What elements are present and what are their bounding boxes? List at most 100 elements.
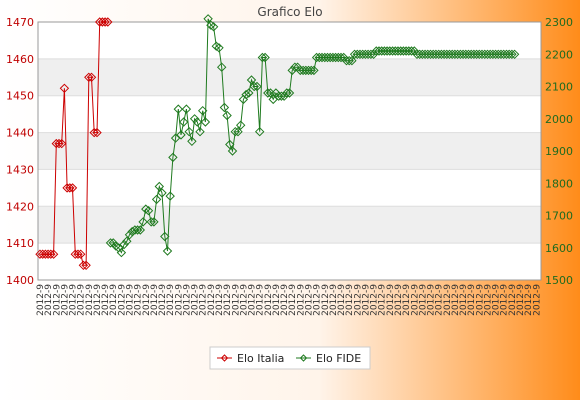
legend: Elo Italia Elo FIDE [209, 346, 371, 370]
data-point-fide [203, 14, 213, 24]
x-tick-label: 2012-9 [443, 284, 453, 316]
x-tick-label: 2012-9 [418, 284, 428, 316]
data-point-italia [67, 183, 78, 193]
data-point-fide [208, 22, 219, 32]
data-point-italia [54, 138, 64, 149]
x-tick-label: 2012-9 [459, 284, 469, 316]
legend-marker-fide [299, 354, 308, 362]
y-right-tick-label: 1800 [545, 177, 573, 190]
x-tick-label: 2012-9 [52, 284, 62, 316]
data-point-italia [46, 249, 56, 259]
x-tick-label: 2012-9 [142, 284, 152, 316]
x-tick-label: 2012-9 [402, 284, 412, 316]
data-point-fide [195, 126, 205, 137]
x-tick-label: 2012-9 [329, 284, 339, 316]
x-tick-label: 2012-9 [77, 284, 87, 316]
x-tick-label: 2012-9 [370, 284, 380, 316]
x-tick-label: 2012-9 [394, 284, 404, 316]
data-point-fide [244, 88, 254, 98]
x-tick-label: 2012-9 [524, 284, 534, 316]
x-tick-label: 2012-9 [239, 284, 249, 316]
x-tick-label: 2012-9 [410, 284, 420, 316]
data-point-italia [92, 127, 102, 138]
data-point-fide [146, 217, 156, 227]
data-point-fide [227, 146, 238, 156]
x-tick-label: 2012-9 [272, 284, 282, 316]
x-tick-label: 2012-9 [475, 284, 485, 316]
x-tick-label: 2012-9 [182, 284, 192, 316]
x-tick-label: 2012-9 [158, 284, 168, 316]
data-point-fide [111, 241, 121, 251]
y-right-tick-label: 1900 [545, 145, 573, 158]
data-point-fide [347, 55, 357, 66]
data-point-fide [124, 230, 135, 240]
data-point-fide [122, 236, 132, 247]
x-tick-label: 2012-9 [150, 284, 160, 316]
x-tick-label: 2012-9 [508, 284, 518, 316]
data-point-fide [135, 225, 146, 235]
data-point-fide [507, 49, 517, 60]
x-tick-label: 2012-9 [321, 284, 331, 316]
x-tick-label: 2012-9 [386, 284, 396, 316]
y-left-tick-label: 1460 [6, 53, 34, 66]
data-point-fide [336, 52, 346, 63]
x-tick-label: 2012-9 [231, 284, 241, 316]
x-tick-label: 2012-9 [207, 284, 217, 316]
x-tick-label: 2012-9 [134, 284, 144, 316]
data-point-italia [59, 83, 70, 94]
data-point-fide [235, 120, 246, 130]
x-tick-label: 2012-9 [296, 284, 306, 316]
x-tick-label: 2012-9 [337, 284, 347, 316]
x-tick-label: 2012-9 [345, 284, 355, 316]
legend-label-fide: Elo FIDE [316, 352, 361, 365]
data-point-italia [100, 17, 110, 27]
data-point-fide [284, 88, 295, 98]
x-tick-label: 2012-9 [36, 284, 46, 316]
data-point-fide [178, 117, 189, 127]
data-point-italia [48, 249, 59, 259]
data-point-fide [116, 247, 127, 258]
x-tick-label: 2012-9 [280, 284, 290, 316]
y-left-tick-label: 1400 [6, 274, 34, 287]
data-point-fide [222, 110, 232, 121]
x-tick-label: 2012-9 [361, 284, 371, 316]
x-tick-label: 2012-9 [483, 284, 493, 316]
data-point-fide [246, 75, 257, 85]
data-point-fide [105, 238, 116, 248]
data-point-italia [75, 249, 86, 259]
data-point-fide [127, 226, 137, 237]
data-point-fide [157, 188, 167, 198]
data-point-fide [252, 81, 262, 92]
grid-band [38, 206, 541, 244]
chart-title: Grafico Elo [257, 5, 322, 19]
data-point-fide [143, 205, 154, 216]
x-tick-label: 2012-9 [256, 284, 266, 316]
data-point-fide [173, 104, 184, 114]
data-point-fide [197, 105, 208, 116]
data-point-fide [263, 88, 273, 98]
data-point-fide [214, 43, 224, 53]
grid-band [38, 132, 541, 170]
data-point-fide [160, 231, 170, 242]
series-line-italia [40, 21, 108, 266]
data-point-fide [119, 239, 129, 250]
data-point-fide [241, 89, 251, 100]
data-point-fide [184, 126, 194, 137]
x-tick-label: 2012-9 [288, 284, 298, 316]
data-point-fide [249, 81, 259, 92]
x-tick-label: 2012-9 [117, 284, 127, 316]
data-point-fide [219, 102, 230, 113]
x-tick-label: 2012-9 [248, 284, 258, 316]
data-point-fide [225, 139, 235, 150]
y-left-tick-label: 1420 [6, 200, 34, 213]
data-point-fide [132, 225, 143, 235]
data-point-italia [81, 260, 91, 271]
x-tick-label: 2012-9 [451, 284, 461, 316]
x-tick-label: 2012-9 [85, 284, 95, 316]
data-point-fide [200, 117, 211, 127]
data-point-fide [165, 191, 175, 201]
x-tick-label: 2012-9 [60, 284, 70, 316]
data-point-fide [406, 46, 417, 56]
